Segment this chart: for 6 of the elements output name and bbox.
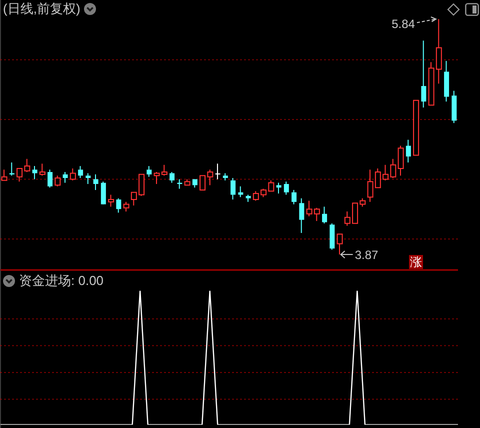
annotation: 涨 <box>409 255 423 269</box>
chart-title: (日线,前复权) <box>3 1 80 16</box>
chart-title: 资金进场: 0.00 <box>19 273 104 288</box>
annotation: 3.87 <box>354 248 378 262</box>
candlestick <box>215 164 220 180</box>
annotation: 5.84 <box>392 17 416 32</box>
